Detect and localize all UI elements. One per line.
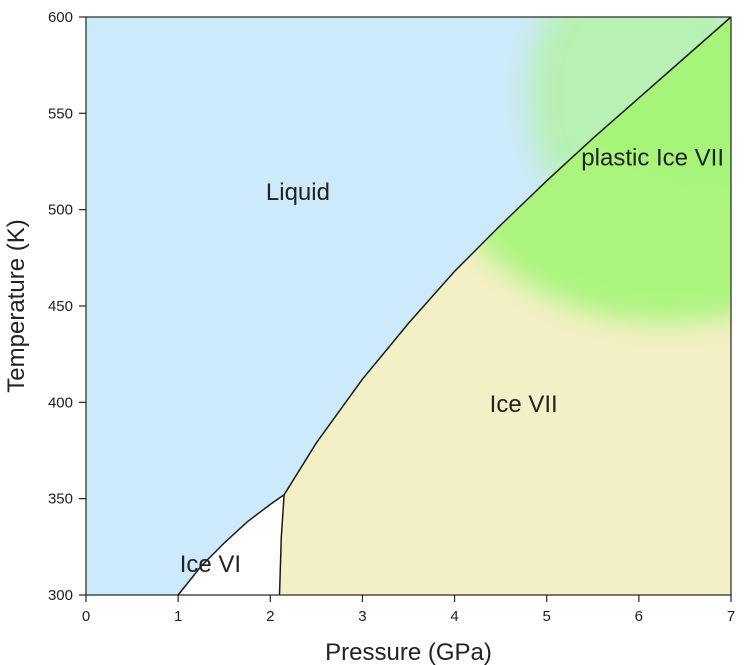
x-axis-title: Pressure (GPa) bbox=[325, 639, 492, 665]
y-tick-label: 300 bbox=[48, 587, 73, 604]
boundary-liquid-ice-vii bbox=[283, 16, 732, 496]
y-tick-label: 350 bbox=[48, 491, 73, 508]
y-tick-label: 450 bbox=[48, 298, 73, 315]
x-tick-label: 3 bbox=[358, 608, 366, 625]
x-tick-label: 4 bbox=[450, 608, 458, 625]
x-tick-label: 7 bbox=[727, 608, 735, 625]
y-tick-label: 500 bbox=[48, 202, 73, 219]
y-axis-title: Temperature (K) bbox=[3, 219, 30, 392]
y-tick-label: 400 bbox=[48, 394, 73, 411]
y-tick-label: 550 bbox=[48, 105, 73, 122]
x-tick-label: 0 bbox=[82, 608, 90, 625]
x-tick-label: 2 bbox=[266, 608, 274, 625]
region-label: Ice VII bbox=[490, 391, 558, 418]
y-tick-label: 600 bbox=[48, 9, 73, 26]
x-tick-label: 5 bbox=[543, 608, 551, 625]
boundary-ice-vi-ice-vii bbox=[278, 494, 285, 596]
x-tick-label: 1 bbox=[174, 608, 182, 625]
region-label: Liquid bbox=[266, 179, 330, 206]
region-label: plastic Ice VII bbox=[581, 144, 724, 171]
x-tick-label: 6 bbox=[635, 608, 643, 625]
boundary-liquid-ice-vi bbox=[177, 494, 285, 596]
region-label: Ice VI bbox=[180, 551, 241, 578]
ice-vi-region bbox=[178, 494, 285, 595]
